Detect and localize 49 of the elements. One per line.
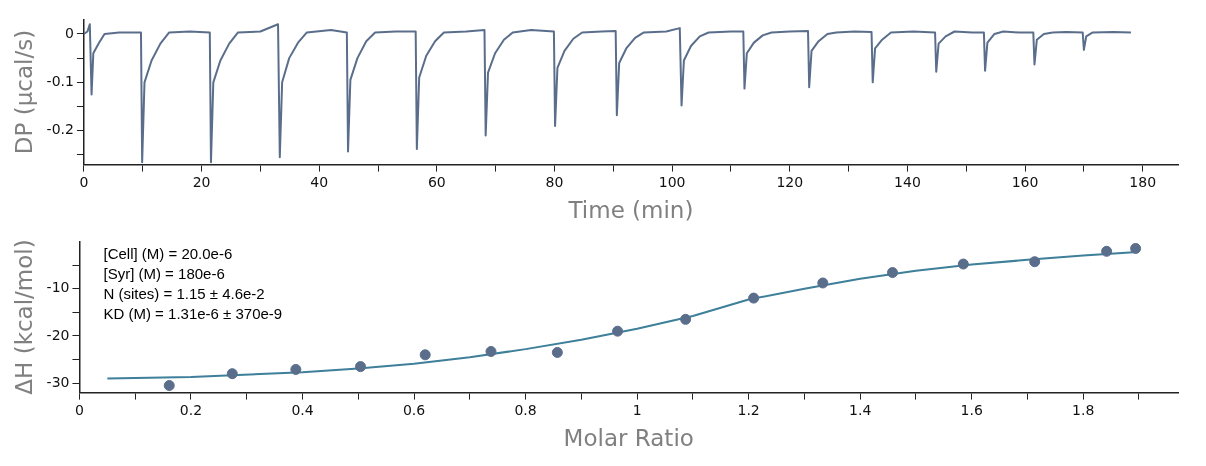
x-axis-title: Time (min) bbox=[567, 197, 694, 224]
y-axis-title: ΔH (kcal/mol) bbox=[10, 239, 37, 395]
x-tick-label: 100 bbox=[658, 173, 686, 190]
x-tick-label: 1.6 bbox=[960, 401, 983, 418]
y-tick-label: -30 bbox=[46, 373, 70, 390]
x-tick-label: 40 bbox=[310, 173, 329, 190]
annotation: [Syr] (M) = 180e-6 bbox=[103, 265, 225, 283]
x-tick-label: 20 bbox=[192, 173, 211, 190]
point bbox=[1029, 256, 1041, 268]
x-tick-label: 0.2 bbox=[179, 401, 203, 418]
x-tick-label: 160 bbox=[1011, 173, 1039, 190]
annotation: KD (M) = 1.31e-6 ± 370e-9 bbox=[103, 305, 283, 323]
point bbox=[226, 368, 238, 380]
point bbox=[485, 345, 497, 357]
x-tick-label: 0.8 bbox=[514, 401, 537, 418]
x-tick-label: 60 bbox=[427, 173, 446, 190]
x-tick-label: 0.4 bbox=[291, 401, 314, 418]
point bbox=[748, 292, 760, 304]
y-tick-label: 0 bbox=[64, 24, 74, 41]
point bbox=[612, 325, 624, 337]
x-tick-label: 1.8 bbox=[1072, 401, 1095, 418]
point bbox=[886, 267, 898, 279]
x-tick-label: 140 bbox=[894, 173, 921, 190]
y-tick-label: -20 bbox=[46, 326, 70, 343]
x-axis-title: Molar Ratio bbox=[563, 425, 694, 452]
y-axis-title: DP (µcal/s) bbox=[10, 29, 37, 155]
x-tick-label: 1.4 bbox=[849, 401, 872, 418]
point bbox=[1101, 245, 1113, 257]
point bbox=[680, 313, 692, 325]
point bbox=[551, 346, 563, 358]
annotation: N (sites) = 1.15 ± 4.6e-2 bbox=[103, 285, 265, 303]
point bbox=[1130, 242, 1142, 254]
y-tick-label: -0.1 bbox=[46, 72, 74, 89]
point bbox=[290, 363, 302, 375]
x-tick-label: 0 bbox=[79, 173, 89, 190]
point bbox=[355, 361, 367, 373]
x-tick-label: 80 bbox=[545, 173, 564, 190]
y-tick-label: -10 bbox=[46, 279, 70, 296]
x-tick-label: 1 bbox=[632, 401, 642, 418]
x-tick-label: 120 bbox=[776, 173, 804, 190]
point bbox=[957, 258, 969, 270]
point bbox=[419, 349, 431, 361]
annotation: [Cell] (M) = 20.0e-6 bbox=[103, 245, 233, 263]
point bbox=[817, 277, 829, 289]
x-tick-label: 0.6 bbox=[402, 401, 426, 418]
y-tick-label: -0.2 bbox=[46, 121, 74, 138]
point bbox=[163, 380, 175, 392]
x-tick-label: 1.2 bbox=[737, 401, 760, 418]
x-tick-label: 180 bbox=[1129, 173, 1157, 190]
